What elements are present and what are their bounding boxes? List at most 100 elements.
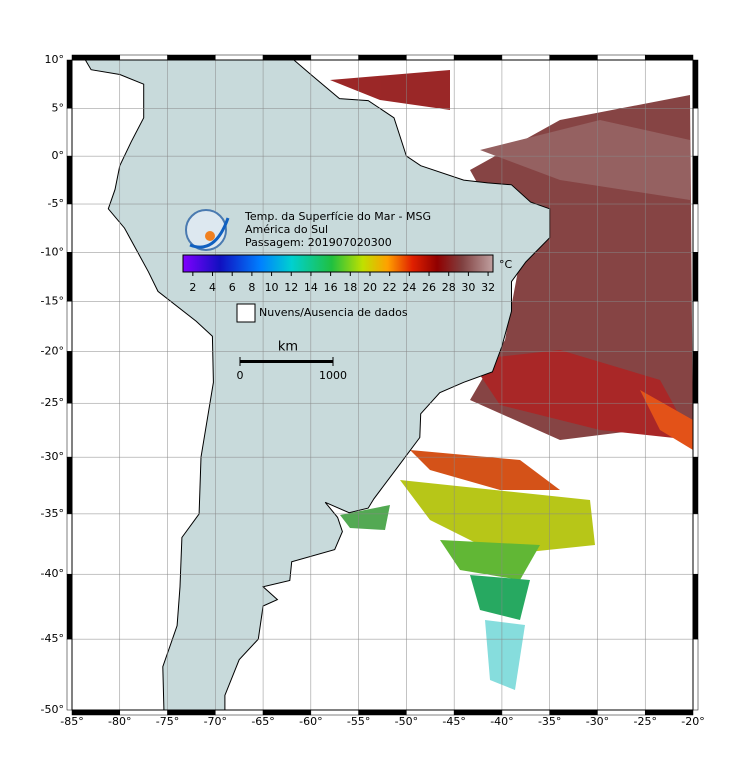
- frame-segment: [692, 203, 699, 253]
- colorbar-tick-label: 16: [324, 281, 338, 294]
- frame-segment: [215, 54, 264, 61]
- x-tick-label: -65°: [251, 715, 274, 728]
- frame-border: [71, 59, 694, 711]
- frame-segment: [66, 252, 73, 302]
- frame-segment: [66, 59, 73, 109]
- frame-segment: [262, 54, 312, 61]
- colorbar-tick-label: 20: [363, 281, 377, 294]
- y-tick-label: -5°: [48, 197, 64, 210]
- x-tick-label: -55°: [347, 715, 370, 728]
- y-tick-label: -45°: [41, 632, 64, 645]
- sst-field: [330, 70, 693, 690]
- axis-labels: -85° -80° -75° -70° -65° -60° -55° -50° -45° -40°…: [41, 53, 705, 728]
- colorbar-tick-label: 8: [248, 281, 255, 294]
- frame-segment: [66, 638, 73, 711]
- logo-arrow: [189, 217, 230, 249]
- logo-sun: [205, 231, 215, 241]
- frame-segment: [453, 54, 503, 61]
- frame-segment: [406, 54, 455, 61]
- colorbar-tick-label: 30: [461, 281, 475, 294]
- x-tick-label: -50°: [395, 715, 418, 728]
- frame-segment: [66, 203, 73, 253]
- y-tick-label: -30°: [41, 450, 64, 463]
- frame-segment: [692, 252, 699, 302]
- frame-segment: [501, 54, 550, 61]
- frame-segment: [310, 54, 359, 61]
- colorbar-ticks: 2 4 6 8 10 12 14 16 18 20 22 24 26 28 30 32: [189, 272, 495, 294]
- scale-tick-label: 1000: [319, 369, 347, 382]
- frame-segment: [692, 513, 699, 575]
- frame: [66, 54, 699, 716]
- frame-segment: [692, 638, 699, 711]
- colorbar-tick-label: 14: [304, 281, 318, 294]
- x-tick-label: -25°: [633, 715, 656, 728]
- y-tick-label: 5°: [52, 101, 65, 114]
- y-tick-label: -10°: [41, 245, 64, 258]
- colorbar-tick-label: 24: [402, 281, 416, 294]
- colorbar-tick-label: 4: [209, 281, 216, 294]
- frame-segment: [66, 513, 73, 575]
- legend-swatch: [236, 303, 256, 323]
- frame-segment: [358, 54, 407, 61]
- frame-segment: [692, 573, 699, 640]
- frame-segment: [692, 402, 699, 458]
- info-box: Temp. da Superfície do Mar - MSG América…: [182, 209, 513, 382]
- frame-segment: [66, 108, 73, 157]
- x-tick-label: -70°: [204, 715, 227, 728]
- colorbar-tick-label: 28: [442, 281, 456, 294]
- x-tick-label: -35°: [538, 715, 561, 728]
- colorbar-unit: °C: [499, 258, 513, 271]
- scale-tick-label: 0: [237, 369, 244, 382]
- colorbar-tick-label: 22: [383, 281, 397, 294]
- y-tick-label: -25°: [41, 396, 64, 409]
- x-tick-label: -60°: [299, 715, 322, 728]
- scale-bar-body: [240, 360, 333, 363]
- title-line: América do Sul: [245, 223, 328, 236]
- colorbar-tick-label: 18: [343, 281, 357, 294]
- colorbar-tick-label: 2: [189, 281, 196, 294]
- frame-segment: [549, 54, 598, 61]
- x-tick-label: -75°: [156, 715, 179, 728]
- x-tick-label: -85°: [60, 715, 83, 728]
- frame-segment: [692, 59, 699, 109]
- scale-bar: 0 1000: [237, 357, 347, 382]
- title-line: Temp. da Superfície do Mar - MSG: [244, 210, 431, 223]
- x-tick-label: -80°: [108, 715, 131, 728]
- y-tick-label: -40°: [41, 567, 64, 580]
- logo: [185, 209, 227, 251]
- frame-segment: [692, 155, 699, 205]
- x-tick-label: -20°: [681, 715, 704, 728]
- x-tick-label: -45°: [442, 715, 465, 728]
- frame-segment: [692, 351, 699, 404]
- frame-segment: [644, 54, 694, 61]
- frame-segment: [66, 155, 73, 205]
- colorbar-tick-label: 10: [265, 281, 279, 294]
- colorbar-tick-label: 12: [284, 281, 298, 294]
- colorbar-tick-label: 32: [481, 281, 495, 294]
- y-tick-label: 10°: [45, 53, 65, 66]
- frame-segment: [66, 402, 73, 458]
- frame-segment: [167, 54, 216, 61]
- x-tick-label: -40°: [490, 715, 513, 728]
- frame-segment: [119, 54, 168, 61]
- x-tick-label: -30°: [586, 715, 609, 728]
- frame-segment: [597, 54, 646, 61]
- colorbar-tick-label: 6: [229, 281, 236, 294]
- title-line: Passagem: 201907020300: [245, 236, 392, 249]
- y-tick-label: -20°: [41, 344, 64, 357]
- legend-label: Nuvens/Ausencia de dados: [259, 306, 408, 319]
- y-tick-label: -35°: [41, 507, 64, 520]
- frame-segment: [692, 108, 699, 157]
- frame-segment: [71, 54, 121, 61]
- frame-segment: [66, 456, 73, 515]
- frame-segment: [66, 301, 73, 352]
- map-area: [72, 60, 693, 710]
- y-tick-label: 0°: [52, 149, 65, 162]
- scale-unit: km: [278, 340, 298, 355]
- frame-segment: [692, 456, 699, 515]
- frame-segment: [66, 351, 73, 404]
- frame-segment: [66, 573, 73, 640]
- y-tick-label: -50°: [41, 703, 64, 716]
- frame-segment: [692, 301, 699, 352]
